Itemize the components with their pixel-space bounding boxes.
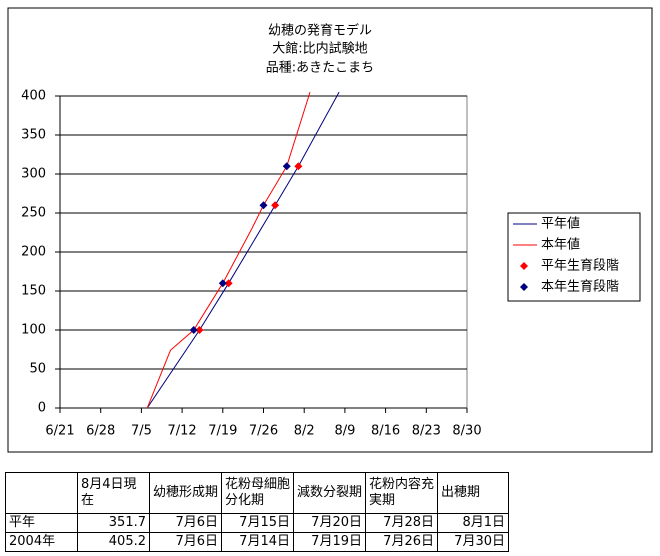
table-cell: 405.2 <box>77 532 150 552</box>
header-cell: 花粉母細胞分化期 <box>221 472 294 514</box>
x-tick-label: 6/21 <box>45 424 74 439</box>
line <box>146 91 311 409</box>
legend-marker <box>520 262 528 270</box>
chart-title: 品種:あきたこまち <box>266 60 374 76</box>
point <box>294 162 303 171</box>
x-tick-label: 8/30 <box>452 424 481 439</box>
x-tick-label: 8/16 <box>371 424 400 439</box>
header-cell: 8月4日現在 <box>77 472 150 514</box>
point <box>282 162 291 171</box>
legend-box <box>507 212 641 302</box>
legend-label: 本年生育段階 <box>541 279 619 295</box>
line <box>146 91 340 409</box>
table-cell: 7月19日 <box>293 532 366 552</box>
table-row: 2004年 405.2 7月6日 7月14日 7月19日 7月26日 7月30日 <box>5 532 509 552</box>
chart-title: 大館:比内試験地 <box>272 41 367 57</box>
point <box>224 279 233 288</box>
table-cell: 7月20日 <box>293 513 366 533</box>
chart: 幼穂の発育モデル 大館:比内試験地 品種:あきたこまち 0 50 100 150 200… <box>7 7 653 453</box>
y-tick-label: 350 <box>21 128 46 143</box>
y-tick-label: 200 <box>21 245 46 260</box>
legend-marker <box>520 283 528 291</box>
point <box>259 201 268 210</box>
table-row: 平年 351.7 7月6日 7月15日 7月20日 7月28日 8月1日 <box>5 513 509 533</box>
table-cell: 7月28日 <box>365 513 438 533</box>
y-tick-label: 400 <box>21 89 46 104</box>
x-tick-label: 7/26 <box>249 424 278 439</box>
y-tick-label: 300 <box>21 167 46 182</box>
y-tick-label: 0 <box>38 401 46 416</box>
table-cell: 7月6日 <box>149 513 222 533</box>
table-cell: 351.7 <box>77 513 150 533</box>
x-tick-label: 8/2 <box>294 424 315 439</box>
point <box>271 201 280 210</box>
corner-cell <box>5 472 78 514</box>
table-cell: 7月26日 <box>365 532 438 552</box>
table-cell: 平年 <box>5 513 78 533</box>
y-tick-label: 50 <box>29 362 46 377</box>
table-cell: 2004年 <box>5 532 78 552</box>
x-tick-label: 8/9 <box>334 424 355 439</box>
chart-title: 幼穂の発育モデル <box>268 23 372 39</box>
legend-label: 本年値 <box>541 237 580 253</box>
header-row: 8月4日現在 幼穂形成期 花粉母細胞分化期 減数分裂期 花粉内容充実期 出穂期 <box>5 472 509 514</box>
x-tick-label: 6/28 <box>86 424 115 439</box>
y-tick-label: 250 <box>21 206 46 221</box>
header-cell: 花粉内容充実期 <box>365 472 438 514</box>
table-cell: 8月1日 <box>437 513 509 533</box>
header-cell: 減数分裂期 <box>293 472 366 514</box>
x-tick-label: 7/19 <box>208 424 237 439</box>
table-cell: 7月15日 <box>221 513 294 533</box>
header-cell: 幼穂形成期 <box>149 472 222 514</box>
x-tick-label: 8/23 <box>412 424 441 439</box>
y-tick-label: 100 <box>21 323 46 338</box>
legend-label: 平年値 <box>541 216 580 232</box>
table-cell: 7月14日 <box>221 532 294 552</box>
point <box>189 326 198 334</box>
point <box>195 326 204 334</box>
table-cell: 7月30日 <box>437 532 509 552</box>
legend-label: 平年生育段階 <box>541 258 619 274</box>
y-tick-label: 150 <box>21 284 46 299</box>
x-tick-label: 7/12 <box>167 424 196 439</box>
table-cell: 7月6日 <box>149 532 222 552</box>
x-tick-label: 7/5 <box>131 424 152 439</box>
header-cell: 出穂期 <box>437 472 509 514</box>
point <box>218 279 227 288</box>
data-table: 8月4日現在 幼穂形成期 花粉母細胞分化期 減数分裂期 花粉内容充実期 出穂期 平年 351… <box>5 472 509 552</box>
